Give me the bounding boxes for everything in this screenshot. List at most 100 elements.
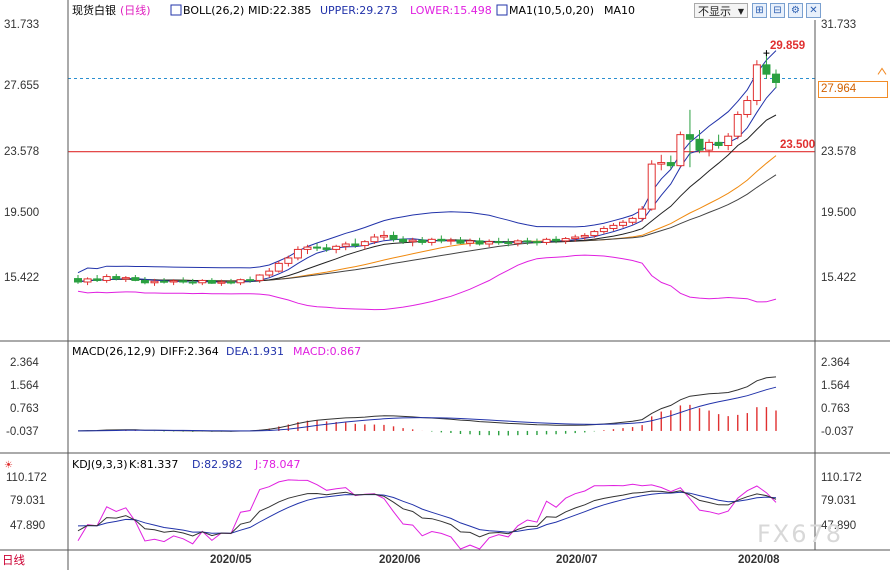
high-marker-label: 29.859 — [770, 40, 805, 52]
candle-body — [140, 279, 149, 284]
candle-body — [705, 141, 714, 151]
watermark: FX678 — [757, 520, 844, 548]
period-link[interactable]: (日线) — [120, 3, 151, 17]
candle-body — [724, 135, 733, 146]
candle-body — [714, 141, 723, 146]
period-tab-daily[interactable]: 日线 — [2, 553, 25, 567]
ma10-label: MA10 — [604, 4, 635, 17]
candle-body — [619, 221, 628, 226]
candle-body — [255, 274, 264, 281]
candle-body — [236, 279, 245, 284]
boll-lower-value: LOWER:15.498 — [410, 4, 492, 17]
kdj-tick-label: 79.031 — [821, 495, 856, 507]
boll-mid-value: MID:22.385 — [248, 4, 311, 17]
close-icon[interactable]: ✕ — [806, 3, 821, 18]
ma-label: MA1(10,5,0,20) — [509, 4, 594, 17]
settings-icon[interactable]: ⚙ — [788, 3, 803, 18]
candle-body — [169, 280, 178, 283]
macd-histogram-value: MACD:0.867 — [293, 345, 361, 358]
candle-body — [379, 234, 388, 238]
ma10-line — [77, 114, 777, 283]
add-indicator-icon[interactable]: ⊞ — [752, 3, 767, 18]
candle-body — [121, 277, 130, 280]
candle-body — [590, 231, 599, 236]
kdj-tick-label: 110.172 — [821, 472, 862, 484]
candle-body — [284, 257, 293, 264]
candle-body — [341, 243, 350, 247]
candle-body — [628, 217, 637, 223]
boll-upper-line — [77, 50, 777, 274]
price-tick-label: 15.422 — [4, 272, 39, 284]
candle-body — [303, 246, 312, 250]
kdj-label: KDJ(9,3,3) — [72, 458, 128, 471]
macd-tick-label: 0.763 — [10, 403, 39, 415]
price-y-axis-right: 31.733 23.578 19.500 15.422 — [821, 19, 856, 284]
display-dropdown-value: 不显示 — [698, 5, 731, 18]
candle-body — [571, 236, 580, 240]
macd-diff-value: DIFF:2.364 — [160, 345, 219, 358]
candle-body — [638, 208, 647, 219]
candle-body — [437, 238, 446, 242]
price-tick-label: 31.733 — [821, 19, 856, 31]
candle-body — [150, 280, 159, 284]
kdj-y-axis: 110.172 79.031 47.890 110.172 79.031 47.… — [6, 472, 862, 532]
candle-body — [179, 280, 188, 283]
candle-body — [207, 279, 216, 284]
price-y-axis-left: 31.733 27.655 23.578 19.500 15.422 — [4, 19, 39, 284]
candle-body — [762, 64, 771, 75]
candle-body — [561, 238, 570, 242]
macd-tick-label: 1.564 — [10, 380, 39, 392]
candle-body — [752, 64, 761, 102]
display-dropdown[interactable]: 不显示 ▼ — [694, 3, 748, 18]
macd-tick-label: 0.763 — [821, 403, 850, 415]
candle-body — [733, 113, 742, 137]
price-tick-label: 31.733 — [4, 19, 39, 31]
ma-toggle-icon[interactable] — [496, 4, 508, 16]
kdj-k-value: K:81.337 — [129, 458, 178, 471]
candle-body — [418, 239, 427, 243]
price-tick-label: 23.578 — [4, 146, 39, 158]
macd-tick-label: 2.364 — [821, 357, 850, 369]
candle-body — [657, 162, 666, 165]
candle-body — [198, 279, 207, 284]
kdj-tick-label: 79.031 — [10, 495, 45, 507]
ma-orange-line — [77, 155, 777, 283]
candle-body — [217, 281, 226, 284]
x-axis: 2020/05 2020/06 2020/07 2020/08 — [210, 554, 780, 566]
macd-tick-label: 2.364 — [10, 357, 39, 369]
candle-body — [322, 247, 331, 250]
candle-body — [647, 163, 656, 210]
remove-indicator-icon[interactable]: ⊟ — [770, 3, 785, 18]
candle-body — [226, 281, 235, 284]
macd-tick-label: -0.037 — [821, 426, 854, 438]
candle-body — [160, 280, 169, 283]
candle-body — [695, 138, 704, 151]
boll-toggle-icon[interactable] — [170, 4, 182, 16]
h-line-label: 23.500 — [780, 139, 815, 151]
candle-body — [494, 241, 503, 244]
candle-body — [743, 100, 752, 115]
kdj-j-value: J:78.047 — [254, 458, 300, 471]
instrument-title: 现货白银 — [72, 3, 116, 17]
candle-body — [112, 276, 121, 280]
candle-body — [102, 276, 111, 281]
candle-body — [532, 241, 541, 244]
candle-body — [408, 239, 417, 243]
candle-body — [93, 278, 102, 281]
candle-body — [475, 240, 484, 245]
kdj-tick-label: 47.890 — [821, 520, 856, 532]
boll-lower-line — [77, 254, 777, 311]
kdj-settings-icon[interactable]: ☀ — [4, 460, 13, 471]
candle-body — [265, 270, 274, 276]
macd-y-axis: 2.364 1.564 0.763 -0.037 2.364 1.564 0.7… — [6, 357, 854, 438]
price-tick-label: 19.500 — [821, 207, 856, 219]
price-tick-label: 15.422 — [821, 272, 856, 284]
candle-body — [360, 241, 369, 247]
x-tick-label: 2020/07 — [556, 554, 598, 566]
candle-body — [399, 238, 408, 243]
kdj-k-line — [77, 490, 777, 538]
price-tick-label: 23.578 — [821, 146, 856, 158]
kdj-tick-label: 110.172 — [6, 472, 47, 484]
x-tick-label: 2020/05 — [210, 554, 252, 566]
